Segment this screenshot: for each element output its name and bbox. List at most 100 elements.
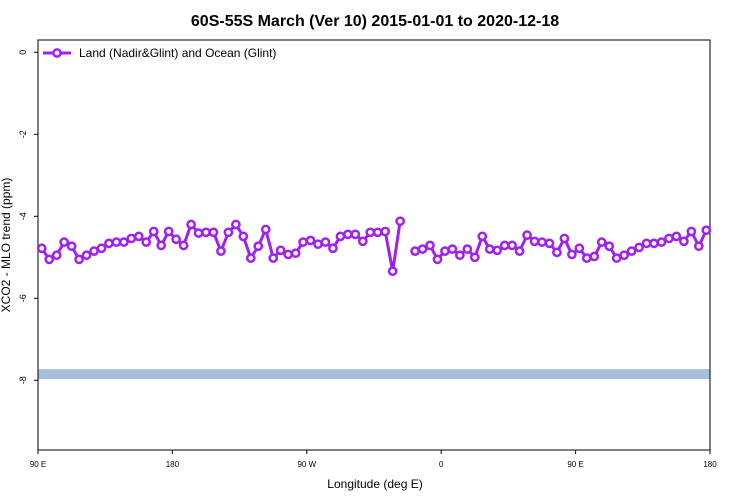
data-point — [462, 244, 473, 254]
data-point — [290, 248, 301, 259]
data-point — [216, 246, 226, 256]
data-point — [268, 253, 279, 263]
data-point — [641, 238, 652, 249]
data-point — [104, 238, 114, 249]
data-point — [350, 229, 361, 240]
data-point — [260, 224, 271, 235]
data-point — [492, 245, 503, 256]
data-point — [507, 240, 517, 251]
data-point — [141, 237, 152, 247]
data-point — [611, 253, 622, 263]
reference-band — [38, 369, 710, 380]
x-tick-label: 180 — [166, 460, 180, 469]
data-point — [581, 253, 592, 263]
data-point — [178, 240, 189, 251]
data-point — [343, 229, 353, 240]
data-point — [596, 237, 607, 247]
data-point — [395, 216, 405, 227]
data-point — [440, 246, 450, 256]
data-point — [679, 236, 689, 247]
data-point — [357, 236, 368, 247]
data-point — [522, 230, 532, 241]
data-point — [320, 237, 331, 247]
data-point — [223, 227, 234, 238]
data-point — [387, 266, 398, 277]
legend-label: Land (Nadir&Glint) and Ocean (Glint) — [79, 46, 276, 60]
data-point — [425, 240, 435, 251]
data-point — [634, 242, 644, 253]
data-point — [171, 234, 181, 245]
data-point — [51, 250, 62, 261]
data-point — [193, 228, 204, 238]
data-point — [44, 254, 55, 265]
data-point — [335, 231, 346, 242]
data-point — [514, 246, 525, 256]
data-point — [59, 237, 69, 247]
data-point — [245, 253, 256, 263]
data-point — [559, 233, 570, 244]
y-axis-label: XCO2 - MLO trend (ppm) — [0, 178, 13, 313]
data-point — [499, 240, 510, 251]
data-point — [275, 245, 286, 256]
data-point — [66, 241, 77, 252]
data-point — [469, 252, 480, 263]
data-point — [671, 231, 682, 242]
data-point — [186, 219, 196, 230]
data-point — [305, 235, 316, 246]
y-tick-label: -8 — [18, 376, 28, 384]
data-point — [432, 254, 443, 265]
data-point — [477, 231, 488, 242]
data-point — [567, 249, 577, 260]
data-point — [552, 247, 562, 258]
data-point — [529, 236, 540, 247]
data-point — [111, 237, 122, 247]
data-point — [119, 237, 129, 247]
data-point — [328, 243, 338, 254]
data-point — [81, 250, 92, 261]
x-tick-label: 90 E — [567, 460, 583, 469]
legend-marker — [52, 48, 62, 58]
data-point — [89, 246, 99, 256]
data-point — [96, 243, 107, 254]
data-point — [298, 237, 308, 247]
data-point — [238, 231, 249, 242]
data-point — [410, 246, 420, 256]
data-point — [544, 238, 555, 249]
data-point — [372, 227, 383, 238]
data-point — [133, 231, 144, 242]
data-point — [693, 241, 704, 252]
data-point — [656, 237, 667, 247]
y-tick-label: 0 — [18, 50, 28, 55]
x-tick-label: 90 W — [297, 460, 316, 469]
data-point — [253, 241, 264, 252]
data-point — [619, 250, 629, 261]
data-point — [447, 244, 458, 254]
data-point — [163, 226, 174, 237]
x-axis-label: Longitude (deg E) — [327, 477, 422, 491]
data-point — [537, 237, 547, 247]
data-point — [701, 225, 712, 236]
data-point — [126, 233, 137, 244]
data-point — [455, 250, 465, 261]
x-tick-label: 90 E — [30, 460, 46, 469]
data-point — [365, 227, 376, 238]
data-point — [574, 243, 585, 254]
data-point — [36, 243, 47, 254]
data-point — [664, 233, 674, 244]
y-tick-label: -4 — [18, 212, 28, 220]
x-tick-label: 0 — [439, 460, 444, 469]
data-point — [201, 227, 211, 238]
data-point — [589, 251, 600, 262]
x-tick-label: 180 — [703, 460, 717, 469]
data-point — [156, 240, 167, 251]
data-point — [313, 239, 323, 250]
data-point — [417, 244, 428, 254]
data-point — [148, 226, 159, 237]
plot-frame — [37, 39, 711, 451]
data-point — [208, 227, 219, 238]
data-point — [604, 241, 615, 252]
y-tick-label: -2 — [18, 130, 28, 138]
data-point — [380, 226, 391, 237]
data-point — [649, 238, 659, 249]
